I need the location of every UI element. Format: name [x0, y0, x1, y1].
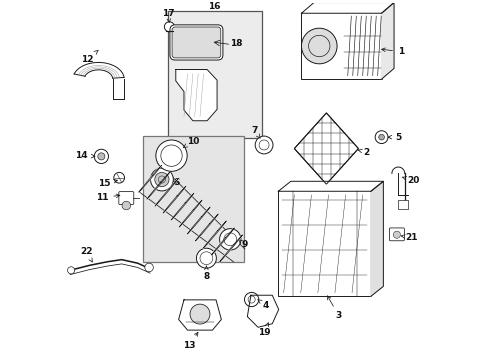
Polygon shape	[178, 300, 221, 330]
Polygon shape	[381, 3, 393, 79]
Polygon shape	[74, 62, 124, 78]
Polygon shape	[175, 69, 217, 121]
Text: 1: 1	[381, 47, 404, 56]
Polygon shape	[139, 165, 161, 192]
Text: 12: 12	[81, 50, 98, 64]
Circle shape	[67, 267, 75, 274]
Circle shape	[94, 149, 108, 163]
Text: 19: 19	[257, 323, 270, 337]
Text: 7: 7	[251, 126, 260, 138]
FancyBboxPatch shape	[301, 13, 381, 79]
Polygon shape	[247, 295, 278, 327]
Circle shape	[155, 172, 169, 186]
Circle shape	[392, 231, 400, 238]
Text: 8: 8	[203, 266, 209, 281]
Text: 21: 21	[401, 233, 417, 242]
Bar	[167, 12, 262, 138]
Text: 22: 22	[80, 247, 92, 262]
FancyBboxPatch shape	[388, 228, 404, 241]
Polygon shape	[370, 181, 383, 296]
Text: 4: 4	[257, 300, 268, 310]
Circle shape	[98, 153, 105, 160]
Text: 2: 2	[357, 148, 369, 157]
Polygon shape	[219, 235, 242, 262]
Polygon shape	[203, 221, 226, 248]
Bar	[142, 136, 244, 262]
Circle shape	[196, 248, 216, 268]
Text: 17: 17	[162, 9, 174, 22]
Circle shape	[122, 201, 130, 210]
Polygon shape	[163, 186, 185, 213]
FancyBboxPatch shape	[170, 25, 223, 60]
Text: 10: 10	[183, 137, 199, 147]
Text: 13: 13	[183, 332, 198, 350]
Circle shape	[150, 168, 173, 191]
Polygon shape	[195, 214, 218, 241]
Circle shape	[114, 172, 124, 183]
Text: 5: 5	[387, 132, 401, 141]
Circle shape	[144, 263, 153, 272]
Circle shape	[378, 134, 384, 140]
Circle shape	[219, 229, 241, 250]
Circle shape	[156, 140, 187, 171]
Text: 16: 16	[207, 2, 220, 11]
Text: 11: 11	[96, 193, 120, 202]
Polygon shape	[155, 179, 178, 206]
Polygon shape	[301, 3, 393, 13]
Polygon shape	[171, 193, 194, 220]
Circle shape	[301, 28, 336, 64]
Text: 3: 3	[327, 296, 341, 320]
FancyBboxPatch shape	[119, 192, 134, 204]
Bar	[397, 200, 407, 209]
Text: 18: 18	[230, 39, 243, 48]
Polygon shape	[146, 172, 169, 199]
Circle shape	[244, 292, 258, 307]
Text: 14: 14	[75, 151, 95, 160]
Circle shape	[190, 304, 209, 324]
Text: 15: 15	[98, 179, 117, 188]
Polygon shape	[179, 200, 202, 227]
Text: 6: 6	[173, 178, 179, 187]
Polygon shape	[278, 181, 383, 191]
Bar	[278, 191, 370, 296]
Circle shape	[255, 136, 272, 154]
Polygon shape	[187, 207, 210, 234]
Text: 9: 9	[238, 240, 247, 249]
Polygon shape	[294, 113, 358, 184]
Text: 20: 20	[401, 176, 419, 185]
Circle shape	[164, 22, 174, 32]
FancyBboxPatch shape	[172, 27, 221, 58]
Circle shape	[374, 131, 387, 144]
Polygon shape	[211, 228, 234, 255]
